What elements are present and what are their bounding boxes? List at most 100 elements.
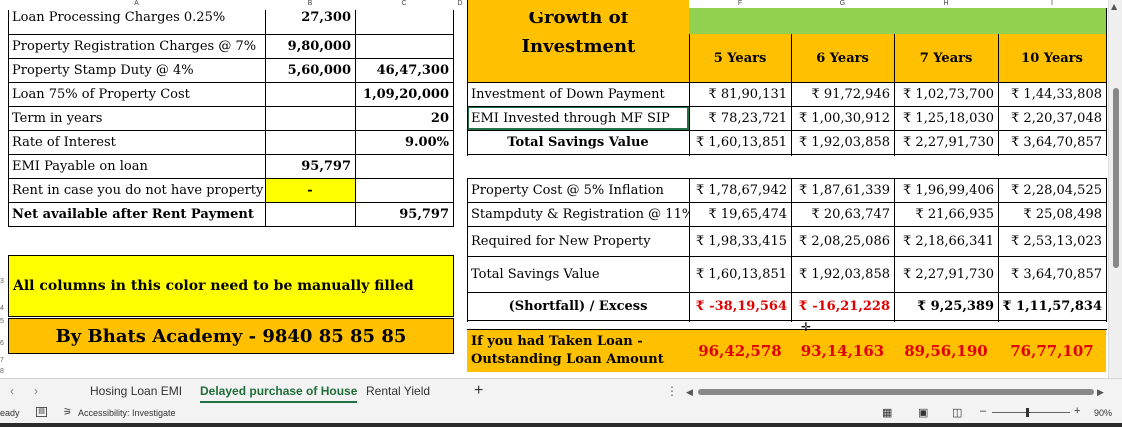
year-header-5[interactable]: 5 Years [689,34,791,82]
emi-invested-5y[interactable]: ₹ 78,23,721 [708,110,787,126]
value-rate-of-interest[interactable]: 9.00% [404,134,449,150]
required-property-6y[interactable]: ₹ 2,08,25,086 [799,233,890,249]
label-stamp-duty[interactable]: Property Stamp Duty @ 4% [12,62,194,78]
add-sheet-button[interactable]: + [474,382,484,399]
row-header-3[interactable]: 3 [0,278,4,285]
col-header-g[interactable]: G [839,0,846,7]
down-payment-7y[interactable]: ₹ 1,02,73,700 [903,86,994,102]
prev-sheet-icon[interactable]: ‹ [10,384,14,398]
scroll-right-icon[interactable]: ▶ [1097,387,1104,397]
label-stampduty-registration[interactable]: Stampduty & Registration @ 11% [471,206,689,222]
label-term-years[interactable]: Term in years [12,110,103,126]
accessibility-status[interactable]: Accessibility: Investigate [78,408,176,418]
total-savings-6y[interactable]: ₹ 1,92,03,858 [799,134,890,150]
row-header-6[interactable]: 6 [0,340,4,347]
zoom-in-icon[interactable]: + [1074,405,1081,417]
total-savings2-5y[interactable]: ₹ 1,60,13,851 [696,266,787,282]
label-required-property[interactable]: Required for New Property [471,233,651,249]
value-loan-amount[interactable]: 1,09,20,000 [363,86,449,102]
more-options-icon[interactable]: ⋮ [666,384,678,398]
next-sheet-icon[interactable]: › [34,384,38,398]
property-cost-5y[interactable]: ₹ 1,78,67,942 [696,182,787,198]
year-header-7[interactable]: 7 Years [894,34,998,82]
row-header-4[interactable]: 4 [0,305,4,312]
value-stamp-duty[interactable]: 5,60,000 [287,62,351,78]
label-registration-charges[interactable]: Property Registration Charges @ 7% [12,38,257,54]
tab-rental-yield[interactable]: Rental Yield [366,384,431,398]
value-registration-charges[interactable]: 9,80,000 [287,38,351,54]
required-property-10y[interactable]: ₹ 2,53,13,023 [1011,233,1102,249]
col-header-h[interactable]: H [943,0,949,7]
col-header-d[interactable]: D [457,0,463,7]
manual-fill-note[interactable]: All columns in this color need to be man… [8,255,454,317]
label-emi-payable[interactable]: EMI Payable on loan [12,158,148,174]
col-header-f[interactable]: F [737,0,743,7]
total-savings-5y[interactable]: ₹ 1,60,13,851 [696,134,787,150]
label-rate-of-interest[interactable]: Rate of Interest [12,134,116,150]
value-net-available[interactable]: 95,797 [399,206,449,222]
down-payment-6y[interactable]: ₹ 91,72,946 [811,86,890,102]
total-savings-10y[interactable]: ₹ 3,64,70,857 [1011,134,1102,150]
down-payment-10y[interactable]: ₹ 1,44,33,808 [1011,86,1102,102]
year-header-10[interactable]: 10 Years [998,34,1106,82]
stampduty-6y[interactable]: ₹ 20,63,747 [811,206,890,222]
value-total-charges[interactable]: 46,47,300 [376,62,449,78]
outstanding-loan-7y[interactable]: 89,56,190 [894,330,998,372]
excess-10y[interactable]: ₹ 1,11,57,834 [1002,298,1102,314]
down-payment-5y[interactable]: ₹ 81,90,131 [708,86,787,102]
page-break-preview-icon[interactable]: ◫ [952,407,963,419]
scroll-left-icon[interactable]: ◀ [686,387,693,397]
total-savings-7y[interactable]: ₹ 2,27,91,730 [903,134,994,150]
label-shortfall-excess[interactable]: (Shortfall) / Excess [508,298,648,314]
total-savings2-6y[interactable]: ₹ 1,92,03,858 [799,266,890,282]
bhats-academy-banner[interactable]: By Bhats Academy - 9840 85 85 85 [8,318,454,354]
emi-invested-7y[interactable]: ₹ 1,25,18,030 [903,110,994,126]
value-rent-input[interactable]: - [265,178,355,202]
accessibility-icon[interactable]: ⚞ [63,407,72,418]
property-cost-10y[interactable]: ₹ 2,28,04,525 [1011,182,1102,198]
col-header-i[interactable]: I [1051,0,1053,7]
vertical-scrollbar[interactable]: ▲ [1108,0,1122,378]
row-header-8[interactable]: 8 [0,368,4,375]
total-savings2-10y[interactable]: ₹ 3,64,70,857 [1011,266,1102,282]
stampduty-5y[interactable]: ₹ 19,65,474 [708,206,787,222]
label-processing-charges[interactable]: Loan Processing Charges 0.25% [12,10,226,25]
vertical-scroll-thumb[interactable] [1113,88,1119,268]
stampduty-10y[interactable]: ₹ 25,08,498 [1023,206,1102,222]
stampduty-7y[interactable]: ₹ 21,66,935 [915,206,994,222]
shortfall-6y[interactable]: ₹ -16,21,228 [798,298,890,314]
outstanding-loan-10y[interactable]: 76,77,107 [998,330,1106,372]
value-term-years[interactable]: 20 [430,110,449,126]
value-emi-payable[interactable]: 95,797 [301,158,351,174]
tab-hosing-loan-emi[interactable]: Hosing Loan EMI [90,384,183,398]
label-emi-invested[interactable]: EMI Invested through MF SIP [467,106,689,130]
label-rent[interactable]: Rent in case you do not have property [12,182,264,198]
label-total-savings-2[interactable]: Total Savings Value [471,266,600,282]
label-loan-amount[interactable]: Loan 75% of Property Cost [12,86,190,102]
outstanding-loan-5y[interactable]: 96,42,578 [689,330,791,372]
row-header-7[interactable]: 7 [0,357,4,364]
emi-invested-6y[interactable]: ₹ 1,00,30,912 [799,110,890,126]
total-savings2-7y[interactable]: ₹ 2,27,91,730 [903,266,994,282]
zoom-slider-handle[interactable] [1026,408,1029,417]
property-cost-7y[interactable]: ₹ 1,96,99,406 [903,182,994,198]
label-property-cost[interactable]: Property Cost @ 5% Inflation [471,182,664,198]
normal-view-icon[interactable]: ▦ [882,407,893,419]
tab-delayed-purchase[interactable]: Delayed purchase of House [200,379,358,403]
zoom-slider[interactable] [992,412,1070,413]
col-header-a[interactable]: A [134,0,139,7]
label-down-payment[interactable]: Investment of Down Payment [471,86,665,102]
zoom-out-icon[interactable]: – [980,405,987,417]
zoom-level[interactable]: 90% [1094,408,1113,418]
row-header-5[interactable]: 5 [0,318,4,325]
shortfall-5y[interactable]: ₹ -38,19,564 [695,298,787,314]
required-property-7y[interactable]: ₹ 2,18,66,341 [903,233,994,249]
required-property-5y[interactable]: ₹ 1,98,33,415 [696,233,787,249]
scroll-up-icon[interactable]: ▲ [1111,2,1118,11]
year-header-6[interactable]: 6 Years [791,34,894,82]
horizontal-scroll-thumb[interactable] [698,389,1094,395]
macro-record-icon[interactable]: ▤ [36,407,47,417]
col-header-c[interactable]: C [401,0,407,7]
value-processing-charges[interactable]: 27,300 [301,10,351,25]
label-outstanding-loan[interactable]: If you had Taken Loan - Outstanding Loan… [467,330,689,372]
